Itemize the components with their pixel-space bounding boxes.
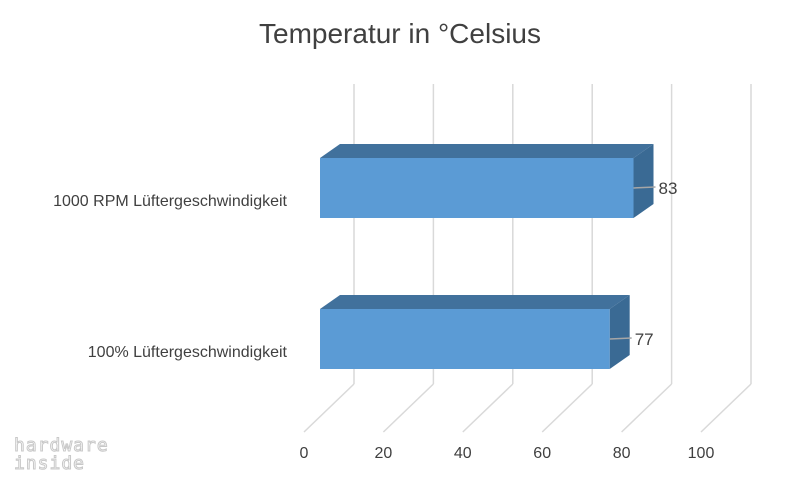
data-label: 77 [635,330,654,349]
gridline-floor [303,383,355,433]
gridline-floor [541,383,593,433]
gridline-floor [700,383,752,433]
x-tick-label: 20 [375,445,393,462]
watermark-line2: inside [14,453,85,474]
data-label-leader [609,337,632,340]
gridline-floor [621,383,673,433]
x-tick-label: 60 [533,445,551,462]
chart-title: Temperatur in °Celsius [259,18,541,49]
bar-side [609,295,630,369]
category-label: 100% Lüftergeschwindigkeit [88,344,288,361]
bar-top [320,144,654,158]
category-label: 1000 RPM Lüftergeschwindigkeit [53,193,287,210]
data-label: 83 [659,179,678,198]
bar [320,309,610,369]
x-tick-label: 80 [613,445,631,462]
bar [320,158,634,218]
x-tick-label: 100 [688,445,715,462]
hardware-inside-logo: hardware inside [14,436,109,475]
watermark-line1: hardware [14,436,109,456]
bar-side [633,144,654,218]
gridline-floor [382,383,434,433]
bar-top [320,295,630,309]
data-label-leader [633,186,656,189]
x-tick-label: 0 [300,445,309,462]
gridline-floor [462,383,514,433]
x-tick-label: 40 [454,445,472,462]
